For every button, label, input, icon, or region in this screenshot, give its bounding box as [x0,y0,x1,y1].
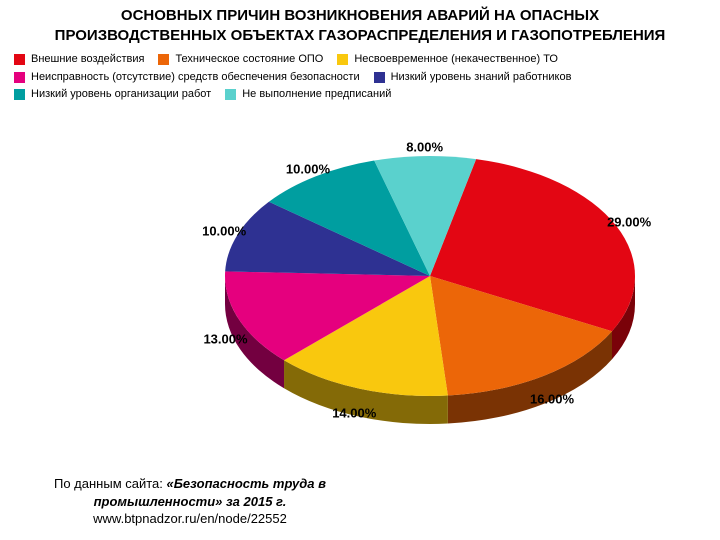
pie-chart: 29.00% 16.00% 14.00% 13.00% 10.00% 10.00% 8.00… [0,106,720,446]
legend-label: Несвоевременное (некачественное) ТО [354,51,558,69]
legend-swatch [374,72,385,83]
legend-item: Техническое состояние ОПО [158,51,323,69]
legend-item: Низкий уровень знаний работников [374,69,572,87]
source-url: www.btpnadzor.ru/en/node/22552 [93,511,287,526]
source-footer: По данным сайта: «Безопасность труда в п… [40,475,340,528]
legend-swatch [337,54,348,65]
legend-label: Низкий уровень знаний работников [391,69,572,87]
legend-swatch [14,54,25,65]
page-title: ОСНОВНЫХ ПРИЧИН ВОЗНИКНОВЕНИЯ АВАРИЙ НА … [0,0,720,47]
slice-label: 13.00% [203,332,247,347]
slice-label: 29.00% [607,214,651,229]
legend-label: Неисправность (отсутствие) средств обесп… [31,69,360,87]
slice-label: 8.00% [406,140,443,155]
legend-swatch [158,54,169,65]
legend-swatch [14,72,25,83]
legend-item: Неисправность (отсутствие) средств обесп… [14,69,360,87]
source-prefix: По данным сайта: [54,476,167,491]
legend: Внешние воздействия Техническое состояние… [0,47,720,106]
slice-label: 14.00% [332,406,376,421]
legend-item: Внешние воздействия [14,51,144,69]
legend-item: Несвоевременное (некачественное) ТО [337,51,558,69]
legend-swatch [225,89,236,100]
slice-label: 16.00% [530,392,574,407]
slice-label: 10.00% [286,162,330,177]
legend-label: Не выполнение предписаний [242,86,391,104]
legend-label: Внешние воздействия [31,51,144,69]
legend-item: Не выполнение предписаний [225,86,391,104]
legend-label: Низкий уровень организации работ [31,86,211,104]
legend-swatch [14,89,25,100]
slice-label: 10.00% [202,224,246,239]
legend-item: Низкий уровень организации работ [14,86,211,104]
legend-label: Техническое состояние ОПО [175,51,323,69]
